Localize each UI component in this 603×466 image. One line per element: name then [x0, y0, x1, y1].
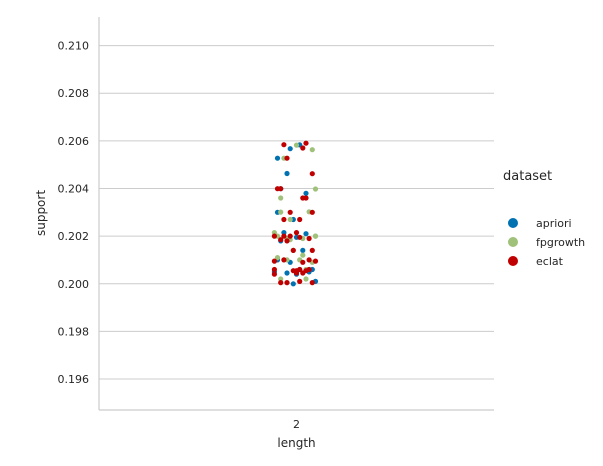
point-eclat	[284, 280, 290, 286]
x-axis-label: length	[277, 436, 315, 450]
point-eclat	[306, 257, 312, 263]
point-eclat	[309, 280, 315, 286]
point-eclat	[306, 235, 312, 242]
point-apriori	[284, 170, 290, 177]
point-fpgrowth	[293, 142, 300, 148]
legend-label-fpgrowth: fpgrowth	[536, 236, 585, 249]
point-eclat	[278, 186, 284, 192]
point-eclat	[287, 209, 293, 215]
point-apriori	[303, 190, 309, 196]
point-fpgrowth	[303, 276, 309, 282]
point-fpgrowth	[312, 233, 319, 239]
point-eclat	[312, 258, 319, 264]
y-tick-label: 0.202	[58, 230, 90, 243]
y-tick-label: 0.210	[58, 40, 90, 53]
y-tick-label: 0.204	[58, 182, 90, 195]
y-tick-label: 0.208	[58, 87, 90, 100]
y-tick-label: 0.196	[58, 373, 90, 386]
point-eclat	[309, 171, 315, 177]
point-eclat	[284, 155, 290, 161]
point-fpgrowth	[287, 216, 293, 223]
x-tick-label: 2	[293, 418, 300, 431]
point-apriori	[274, 155, 281, 161]
legend: dataset apriori fpgrowth eclat	[503, 169, 585, 268]
point-eclat	[297, 266, 303, 273]
y-tick-labels: 0.196 0.198 0.200 0.202 0.204 0.206 0.208 0.210	[58, 40, 90, 386]
point-eclat	[271, 258, 277, 264]
y-tick-label: 0.206	[58, 135, 90, 148]
legend-label-eclat: eclat	[536, 255, 564, 268]
point-apriori	[300, 247, 306, 253]
point-eclat	[303, 195, 309, 201]
legend-marker-fpgrowth	[508, 237, 518, 247]
point-eclat	[293, 270, 300, 276]
point-eclat	[271, 266, 277, 273]
data-points	[271, 140, 319, 287]
point-fpgrowth	[309, 147, 315, 153]
point-eclat	[300, 259, 306, 265]
point-eclat	[290, 247, 296, 253]
point-eclat	[281, 142, 287, 148]
point-eclat	[303, 140, 309, 146]
legend-label-apriori: apriori	[536, 217, 572, 230]
point-eclat	[284, 238, 290, 244]
point-eclat	[297, 216, 303, 223]
point-eclat	[309, 247, 315, 253]
point-eclat	[281, 257, 287, 263]
point-apriori	[290, 281, 296, 287]
point-eclat	[309, 209, 315, 215]
point-eclat	[293, 230, 300, 236]
point-fpgrowth	[300, 252, 306, 258]
point-eclat	[297, 278, 303, 284]
point-eclat	[281, 233, 287, 239]
point-eclat	[281, 216, 287, 223]
point-eclat	[278, 237, 284, 243]
point-fpgrowth	[278, 276, 284, 282]
legend-title: dataset	[503, 169, 552, 184]
point-fpgrowth	[278, 209, 284, 215]
legend-marker-apriori	[508, 218, 518, 228]
point-eclat	[297, 234, 303, 240]
point-eclat	[300, 145, 306, 151]
point-eclat	[271, 271, 277, 277]
point-apriori	[284, 270, 290, 276]
y-tick-label: 0.198	[58, 325, 90, 338]
point-eclat	[278, 280, 284, 286]
point-eclat	[300, 270, 306, 276]
y-axis-label: support	[34, 190, 48, 236]
x-tick-labels: 2	[293, 418, 300, 431]
gridlines	[99, 45, 494, 380]
point-fpgrowth	[312, 186, 319, 192]
point-apriori	[303, 231, 309, 237]
point-eclat	[306, 266, 312, 273]
axes	[98, 17, 494, 411]
point-eclat	[271, 233, 277, 239]
y-tick-label: 0.200	[58, 278, 90, 291]
point-apriori	[287, 146, 293, 152]
legend-marker-eclat	[508, 256, 518, 266]
point-eclat	[287, 233, 293, 239]
point-fpgrowth	[278, 195, 284, 201]
point-fpgrowth	[274, 255, 281, 261]
